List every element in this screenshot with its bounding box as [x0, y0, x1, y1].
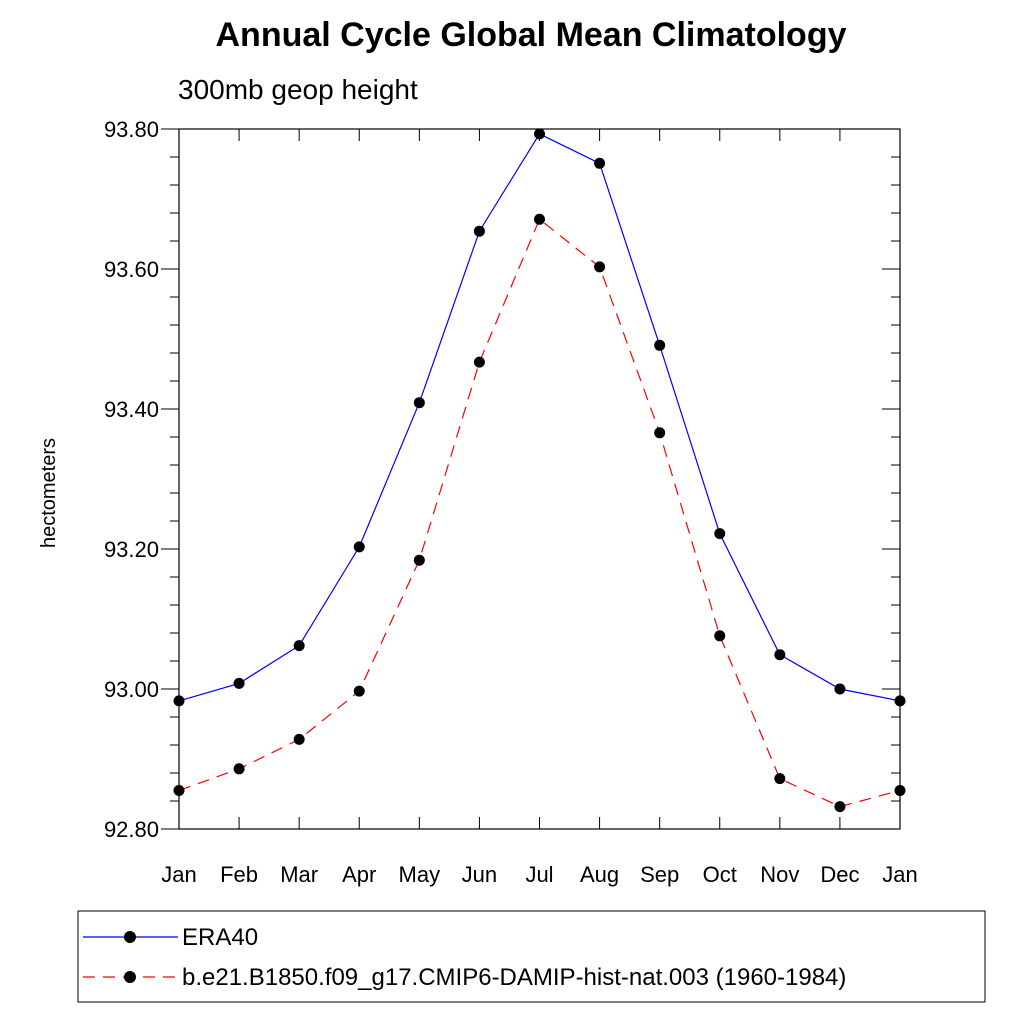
x-tick-label: Sep	[640, 862, 679, 887]
series-0-point	[413, 397, 425, 409]
x-tick-label: May	[399, 862, 441, 887]
y-tick-label: 93.00	[104, 677, 159, 702]
x-tick-label: Dec	[820, 862, 859, 887]
x-tick-label: Jan	[161, 862, 196, 887]
series-1-point	[353, 685, 365, 697]
y-tick-label: 93.20	[104, 537, 159, 562]
x-tick-label: Jan	[882, 862, 917, 887]
x-tick-label: Apr	[342, 862, 376, 887]
series-1-point	[534, 213, 545, 225]
y-tick-label: 92.80	[104, 817, 159, 842]
y-tick-label: 93.80	[104, 117, 159, 142]
series-1-point	[774, 773, 786, 785]
series-0-point	[774, 649, 786, 661]
legend: ERA40 b.e21.B1850.f09_g17.CMIP6-DAMIP-hi…	[77, 910, 986, 1003]
x-tick-label: Feb	[220, 862, 258, 887]
plot-frame	[178, 128, 901, 830]
series-0-point	[594, 157, 606, 169]
legend-label-era40: ERA40	[182, 924, 258, 951]
series-1-point	[654, 427, 666, 439]
y-axis-label: hectometers	[38, 438, 60, 548]
series-1-point	[173, 785, 185, 796]
series-0-point	[293, 640, 305, 652]
axis-ticks	[161, 128, 901, 830]
series-1-point	[714, 630, 726, 642]
y-tick-label: 93.60	[104, 257, 159, 282]
series-0-point	[714, 528, 726, 540]
x-tick-label: Jun	[462, 862, 497, 887]
series-0-point	[654, 339, 666, 351]
legend-marker-era40	[124, 931, 136, 943]
series-0-point	[534, 128, 545, 140]
x-tick-label: Jul	[525, 862, 553, 887]
legend-label-model: b.e21.B1850.f09_g17.CMIP6-DAMIP-hist-nat…	[182, 964, 846, 991]
y-tick-labels: 92.80 93.00 93.20 93.40 93.60 93.80	[104, 117, 159, 842]
series-layer	[173, 128, 906, 813]
x-tick-labels: Jan Feb Mar Apr May Jun Jul Aug Sep Oct Nov Dec Jan	[161, 862, 917, 887]
legend-marker-model	[124, 971, 136, 983]
series-1-point	[894, 785, 906, 796]
x-tick-label: Aug	[580, 862, 619, 887]
series-0-point	[173, 695, 185, 707]
chart-subtitle: 300mb geop height	[178, 74, 418, 105]
x-tick-label: Mar	[280, 862, 318, 887]
series-1-point	[594, 261, 606, 273]
series-0-point	[233, 677, 245, 689]
series-0-point	[473, 225, 485, 237]
series-1-point	[834, 801, 846, 813]
series-0-point	[353, 541, 365, 553]
y-tick-label: 93.40	[104, 397, 159, 422]
legend-box	[77, 910, 986, 1003]
x-tick-label: Nov	[760, 862, 799, 887]
x-tick-label: Oct	[703, 862, 737, 887]
series-0-point	[834, 683, 846, 695]
series-1-point	[413, 554, 425, 566]
series-line-1	[178, 218, 901, 808]
chart-title: Annual Cycle Global Mean Climatology	[216, 16, 847, 54]
series-1-point	[473, 356, 485, 368]
series-1-point	[233, 763, 245, 775]
series-1-point	[293, 733, 305, 745]
series-0-point	[894, 695, 906, 707]
